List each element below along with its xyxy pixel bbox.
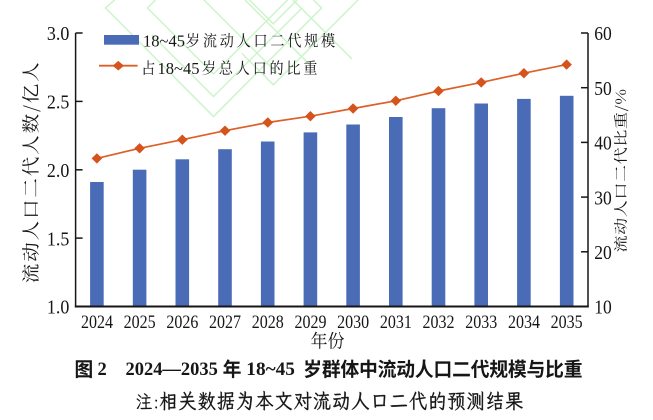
- svg-text:18~45: 18~45: [246, 360, 295, 380]
- svg-text:2024—2035: 2024—2035: [126, 360, 218, 380]
- svg-text:2024: 2024: [81, 312, 113, 333]
- svg-text:60: 60: [594, 24, 612, 45]
- svg-text:2.5: 2.5: [47, 93, 69, 114]
- svg-text:30: 30: [594, 188, 612, 209]
- svg-text:2032: 2032: [423, 312, 455, 333]
- svg-text:2: 2: [98, 360, 107, 380]
- svg-text:10: 10: [594, 298, 612, 319]
- svg-text:2028: 2028: [252, 312, 284, 333]
- svg-text:20: 20: [594, 243, 612, 264]
- svg-text:18~45: 18~45: [158, 59, 200, 78]
- svg-text:2031: 2031: [380, 312, 412, 333]
- svg-text:2026: 2026: [166, 312, 198, 333]
- svg-text:2029: 2029: [294, 312, 326, 333]
- svg-text:1.5: 1.5: [47, 229, 69, 250]
- svg-text:2025: 2025: [124, 312, 156, 333]
- svg-text:3.0: 3.0: [47, 24, 69, 45]
- svg-text:50: 50: [594, 79, 612, 100]
- svg-text:2030: 2030: [337, 312, 369, 333]
- svg-text:1.0: 1.0: [47, 298, 69, 319]
- svg-text:2035: 2035: [551, 312, 583, 333]
- svg-text:18~45: 18~45: [143, 31, 185, 50]
- svg-text:40: 40: [594, 134, 612, 155]
- svg-text:2033: 2033: [465, 312, 497, 333]
- svg-text:2027: 2027: [209, 312, 241, 333]
- svg-text:2.0: 2.0: [47, 161, 69, 182]
- svg-text:2034: 2034: [508, 312, 540, 333]
